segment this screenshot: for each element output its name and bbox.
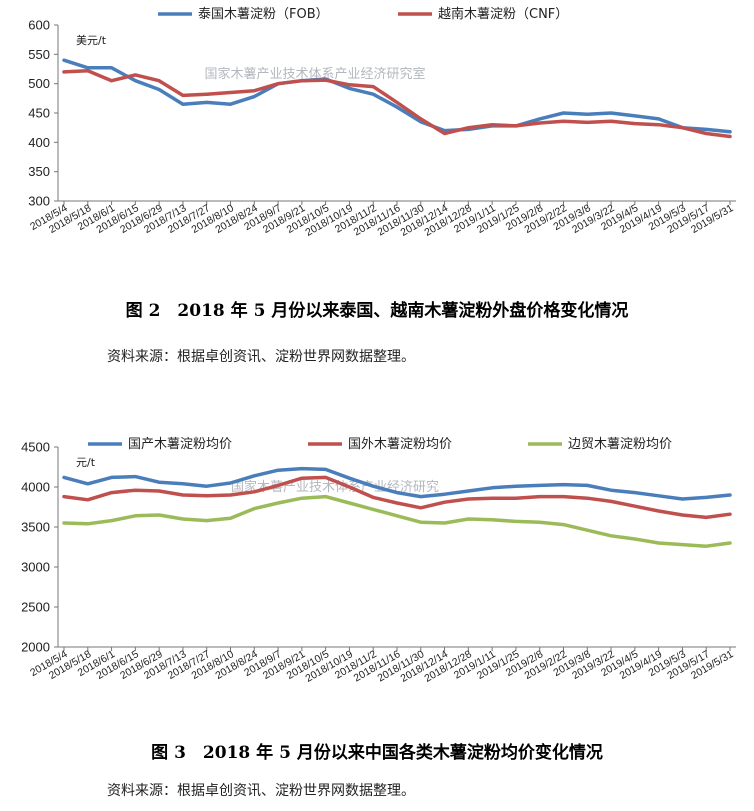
- y-tick-label: 400: [28, 135, 50, 150]
- watermark-text: 国家木薯产业技术体系产业经济研究室: [204, 66, 425, 82]
- figure-2-caption: 图 2 2018 年 5 月份以来泰国、越南木薯淀粉外盘价格变化情况: [125, 301, 629, 321]
- y-tick-label: 3000: [21, 560, 50, 575]
- y-tick-label: 600: [28, 18, 50, 33]
- legend-label: 越南木薯淀粉（CNF）: [438, 6, 568, 22]
- legend-label: 边贸木薯淀粉均价: [568, 437, 672, 452]
- y-tick-label: 500: [28, 76, 50, 91]
- figure-3-source-note: 资料来源：根据卓创资讯、淀粉世界网数据整理。: [107, 783, 415, 799]
- y-tick-label: 3500: [21, 520, 50, 535]
- y-axis-unit-label: 元/t: [76, 456, 96, 469]
- y-tick-label: 450: [28, 106, 50, 121]
- series-line: [62, 69, 732, 139]
- y-tick-label: 300: [28, 194, 50, 209]
- y-tick-label: 2000: [21, 640, 50, 655]
- series-line: [62, 494, 732, 548]
- legend-label: 泰国木薯淀粉（FOB）: [198, 7, 329, 22]
- series-line: [62, 475, 732, 520]
- series-line: [62, 466, 732, 501]
- figure-3-caption: 图 3 2018 年 5 月份以来中国各类木薯淀粉均价变化情况: [151, 743, 603, 763]
- legend-label: 国产木薯淀粉均价: [128, 437, 232, 452]
- legend-label: 国外木薯淀粉均价: [348, 437, 452, 452]
- chart-china-average-prices: 2000250030003500400045002018/5/42018/5/1…: [21, 437, 736, 685]
- chart-thailand-vietnam-prices: 3003504004505005506002018/5/42018/5/1820…: [28, 6, 736, 239]
- series-line: [62, 58, 732, 134]
- y-axis-unit-label: 美元/t: [76, 34, 107, 47]
- figure-2-source-note: 资料来源：根据卓创资讯、淀粉世界网数据整理。: [107, 349, 415, 365]
- y-tick-label: 4000: [21, 480, 50, 495]
- y-tick-label: 550: [28, 47, 50, 62]
- y-tick-label: 350: [28, 164, 50, 179]
- y-tick-label: 4500: [21, 440, 50, 455]
- y-tick-label: 2500: [21, 600, 50, 615]
